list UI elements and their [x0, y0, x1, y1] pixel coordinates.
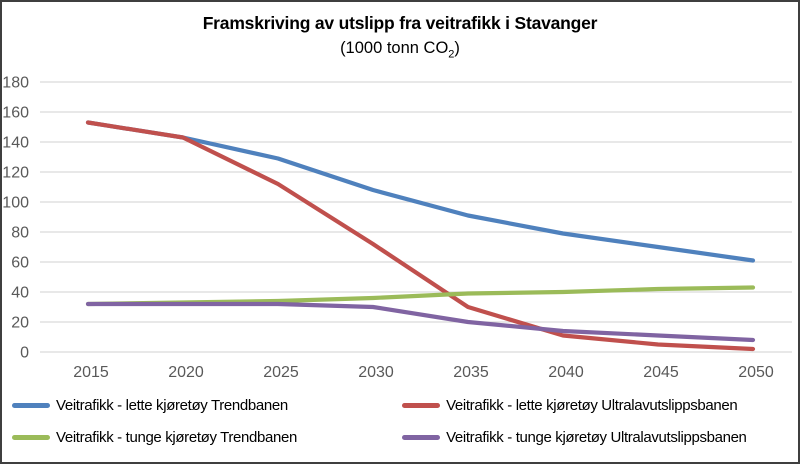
legend-label: Veitrafikk - lette kjøretøy Trendbanen [56, 397, 288, 414]
x-tick-label: 2025 [263, 364, 299, 381]
x-tick-label: 2045 [643, 364, 679, 381]
x-tick-label: 2035 [453, 364, 489, 381]
legend-line-marker-icon [402, 403, 441, 408]
x-tick-label: 2015 [73, 364, 109, 381]
y-tick-label: 40 [11, 285, 29, 302]
y-tick-label: 120 [2, 165, 29, 182]
y-tick-label: 180 [2, 75, 29, 92]
legend-item-2: Veitrafikk - tunge kjøretøy Trendbanen [12, 429, 398, 446]
x-tick-label: 2030 [358, 364, 394, 381]
legend-label: Veitrafikk - tunge kjøretøy Ultralavutsl… [446, 429, 747, 446]
chart-title: Framskriving av utslipp fra veitrafikk i… [202, 13, 598, 33]
legend-line-marker-icon [402, 435, 441, 440]
series-line-0 [85, 120, 756, 263]
legend-label: Veitrafikk - lette kjøretøy Ultralavutsl… [446, 397, 738, 414]
legend-line-marker-icon [12, 435, 50, 440]
y-tick-label: 160 [2, 105, 29, 122]
y-tick-label: 20 [11, 315, 29, 332]
y-tick-label: 100 [2, 195, 29, 212]
legend-item-3: Veitrafikk - tunge kjøretøy Ultralavutsl… [402, 429, 792, 446]
series-line-2 [85, 285, 756, 307]
legend-item-0: Veitrafikk - lette kjøretøy Trendbanen [12, 397, 398, 414]
legend-item-1: Veitrafikk - lette kjøretøy Ultralavutsl… [402, 397, 792, 414]
y-tick-label: 80 [11, 225, 29, 242]
legend-label: Veitrafikk - tunge kjøretøy Trendbanen [56, 429, 297, 446]
legend-line-marker-icon [12, 403, 50, 408]
series-line-3 [85, 301, 756, 343]
chart-subtitle-close: ) [454, 39, 460, 57]
chart-subtitle: (1000 tonn CO2) [2, 39, 798, 60]
chart-subtitle-subscript: 2 [448, 48, 455, 61]
y-tick-label: 140 [2, 135, 29, 152]
x-tick-label: 2040 [548, 364, 584, 381]
y-tick-label: 0 [20, 345, 29, 362]
chart-subtitle-text: (1000 tonn CO [340, 39, 449, 57]
x-tick-label: 2020 [168, 364, 204, 381]
legend: Veitrafikk - lette kjøretøy Trendbanen Ve… [12, 397, 792, 446]
x-tick-label: 2050 [738, 364, 774, 381]
series-line-1 [85, 120, 756, 352]
y-tick-label: 60 [11, 255, 29, 272]
